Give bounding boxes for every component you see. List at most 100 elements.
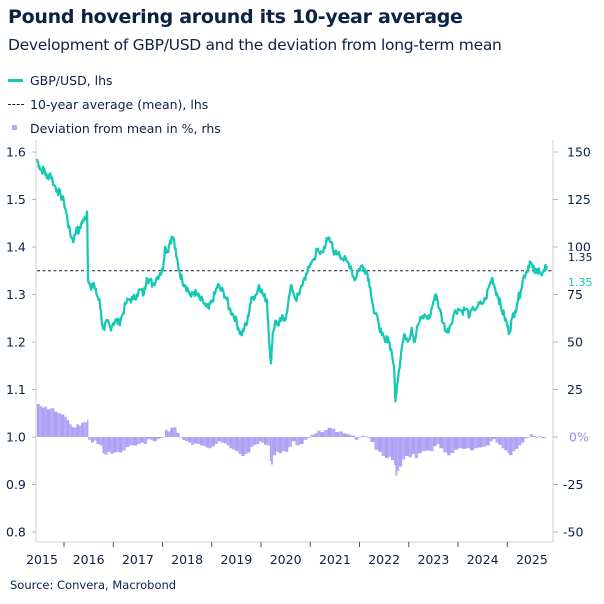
- deviation-bar: [396, 437, 400, 471]
- deviation-bar: [156, 437, 161, 440]
- deviation-bar: [220, 437, 224, 443]
- left-tick-label: 1.1: [6, 382, 26, 397]
- right-tick-label: 50: [567, 335, 583, 350]
- deviation-bar: [167, 431, 171, 437]
- deviation-bar: [160, 437, 163, 438]
- legend-label: Deviation from mean in %, rhs: [30, 120, 221, 136]
- deviation-bar: [88, 437, 92, 440]
- deviation-bar: [173, 427, 177, 437]
- deviation-bar: [179, 437, 183, 438]
- deviation-bar: [361, 435, 365, 437]
- legend-item-mean: 10-year average (mean), lhs: [8, 92, 221, 116]
- deviation-bar: [241, 437, 245, 456]
- deviation-bar: [78, 425, 82, 437]
- deviation-bar: [378, 437, 382, 452]
- deviation-bar: [307, 437, 311, 438]
- deviation-bar: [54, 411, 58, 437]
- deviation-bar: [256, 437, 260, 445]
- deviation-bar: [515, 437, 519, 449]
- deviation-bar: [185, 437, 189, 442]
- legend: GBP/USD, lhs 10-year average (mean), lhs…: [8, 68, 221, 140]
- deviation-bar: [535, 437, 540, 438]
- chart-title: Pound hovering around its 10-year averag…: [8, 6, 463, 28]
- deviation-bar: [350, 435, 355, 437]
- deviation-bar: [342, 433, 347, 437]
- deviation-bar: [41, 407, 45, 437]
- deviation-bar: [272, 437, 277, 456]
- source-note: Source: Convera, Macrobond: [10, 578, 177, 592]
- deviation-bar: [113, 437, 117, 453]
- deviation-bar: [327, 427, 332, 437]
- deviation-bar: [501, 437, 505, 449]
- deviation-bar: [481, 437, 486, 447]
- deviation-bar: [338, 431, 344, 437]
- deviation-bar: [238, 437, 242, 454]
- deviation-bar: [205, 437, 210, 448]
- deviation-bar: [104, 437, 108, 455]
- deviation-bar: [439, 437, 444, 449]
- x-tick-label: 2023: [417, 552, 449, 567]
- deviation-bar: [391, 437, 395, 461]
- x-tick-label: 2018: [171, 552, 203, 567]
- deviation-bar: [504, 437, 508, 451]
- deviation-bar: [270, 437, 274, 465]
- deviation-bar: [81, 422, 84, 437]
- deviation-bar: [110, 437, 114, 454]
- deviation-bar: [196, 437, 201, 445]
- deviation-bar: [36, 403, 40, 437]
- deviation-bar: [263, 437, 268, 445]
- deviation-bar: [401, 437, 406, 460]
- deviation-bar: [182, 437, 186, 440]
- deviation-bar: [388, 437, 392, 457]
- x-tick-label: 2016: [73, 552, 105, 567]
- gbpusd-line: [35, 158, 548, 403]
- deviation-bar: [232, 437, 236, 450]
- deviation-bar: [281, 437, 285, 452]
- deviation-bar: [208, 437, 213, 449]
- deviation-bar: [68, 424, 72, 437]
- deviation-bar: [91, 437, 94, 443]
- chart-subtitle: Development of GBP/USD and the deviation…: [8, 36, 502, 54]
- deviation-bar: [518, 437, 522, 446]
- right-tick-label: 0%: [569, 430, 589, 445]
- deviation-bar: [507, 437, 510, 454]
- left-tick-label: 1.2: [6, 335, 26, 350]
- deviation-bar: [433, 437, 437, 447]
- deviation-bar: [370, 437, 375, 442]
- deviation-bar: [125, 437, 130, 447]
- mean-end-label: 1.35: [566, 251, 595, 264]
- deviation-bar: [381, 437, 386, 456]
- deviation-bar: [324, 429, 328, 437]
- legend-label: 10-year average (mean), lhs: [30, 96, 209, 112]
- deviation-bar: [436, 437, 440, 445]
- right-tick-label: -25: [563, 477, 583, 492]
- deviation-bars: [36, 403, 547, 476]
- deviation-bar: [461, 437, 467, 449]
- deviation-bar: [152, 437, 157, 442]
- deviation-bar: [364, 436, 368, 437]
- legend-label: GBP/USD, lhs: [30, 72, 113, 88]
- deviation-bar: [485, 437, 490, 446]
- deviation-bar: [465, 437, 471, 449]
- deviation-bar: [275, 437, 280, 452]
- deviation-bar: [541, 437, 545, 439]
- deviation-bar: [60, 414, 65, 437]
- left-tick-label: 0.9: [6, 477, 26, 492]
- deviation-bar: [64, 416, 67, 437]
- deviation-bar: [526, 437, 531, 438]
- deviation-bar: [299, 437, 304, 445]
- deviation-bar: [346, 434, 351, 437]
- deviation-bar: [288, 437, 292, 447]
- deviation-bar: [521, 437, 525, 443]
- deviation-bar: [512, 437, 516, 452]
- deviation-bar: [188, 437, 192, 443]
- deviation-bar: [261, 437, 265, 443]
- right-tick-label: 125: [567, 192, 591, 207]
- deviation-bar: [291, 437, 296, 442]
- deviation-bar: [374, 437, 379, 450]
- deviation-bar: [146, 437, 151, 440]
- deviation-bar: [330, 428, 336, 437]
- deviation-bar: [150, 437, 153, 440]
- deviation-bar: [354, 437, 359, 440]
- deviation-bar: [202, 437, 207, 447]
